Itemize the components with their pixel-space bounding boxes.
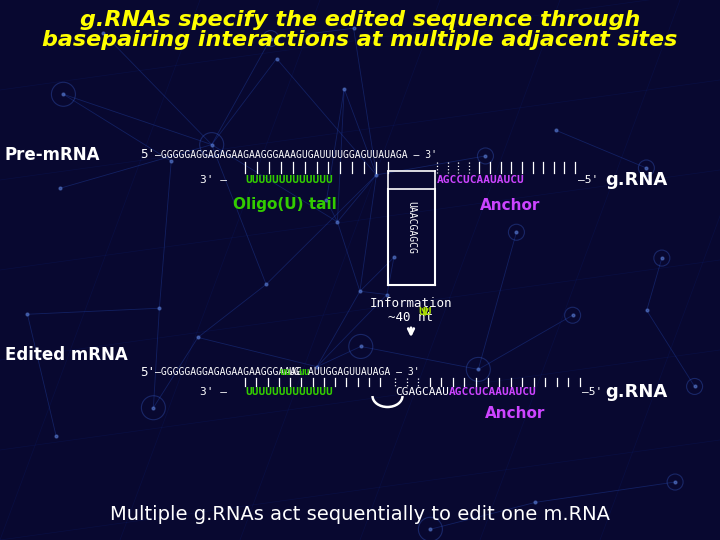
Text: Pre-mRNA: Pre-mRNA — [5, 146, 101, 164]
Text: –5': –5' — [578, 175, 598, 185]
Text: AGCCUCAAUAUCU: AGCCUCAAUAUCU — [437, 175, 525, 185]
Text: Anchor: Anchor — [480, 198, 540, 213]
Text: 3' –: 3' – — [200, 175, 227, 185]
Text: 5': 5' — [140, 148, 155, 161]
Text: Information: Information — [370, 297, 452, 310]
Text: Anchor: Anchor — [485, 407, 545, 422]
Text: UAACGAGCG: UAACGAGCG — [407, 200, 416, 253]
Text: uu: uu — [299, 367, 310, 377]
Text: AGCCUCAAUAUCU: AGCCUCAAUAUCU — [449, 387, 536, 397]
Text: uu: uu — [279, 367, 290, 377]
Text: –GGGGGAGGAGAGAAGAAGGGAAAGUGAUUUUGGAGUUAUAGA – 3': –GGGGGAGGAGAGAAGAAGGGAAAGUGAUUUUGGAGUUAU… — [155, 150, 437, 160]
Text: ~40 nt: ~40 nt — [389, 311, 433, 324]
Text: 3' –: 3' – — [200, 387, 227, 397]
Text: Edited mRNA: Edited mRNA — [5, 346, 127, 364]
Text: AUUGGAGUUAUAGA – 3': AUUGGAGUUAUAGA – 3' — [308, 367, 420, 377]
Text: Oligo(U) tail: Oligo(U) tail — [233, 198, 337, 213]
Text: UU: UU — [418, 307, 432, 317]
Text: g.RNA: g.RNA — [605, 383, 667, 401]
Text: 5': 5' — [140, 366, 155, 379]
Text: basepairing interactions at multiple adjacent sites: basepairing interactions at multiple adj… — [42, 30, 678, 50]
Text: UUUUUUUUUUUUU: UUUUUUUUUUUUU — [245, 387, 333, 397]
Text: UG: UG — [289, 367, 300, 377]
Text: –GGGGGAGGAGAGAAGAAGGGAAAG: –GGGGGAGGAGAGAAGAAGGGAAAG — [155, 367, 302, 377]
Text: CGAGCAAU: CGAGCAAU — [395, 387, 449, 397]
Text: Multiple g.RNAs act sequentially to edit one m.RNA: Multiple g.RNAs act sequentially to edit… — [110, 505, 610, 524]
Text: g.RNAs specify the edited sequence through: g.RNAs specify the edited sequence throu… — [80, 10, 640, 30]
Text: UUUUUUUUUUUUU: UUUUUUUUUUUUU — [245, 175, 333, 185]
Text: g.RNA: g.RNA — [605, 171, 667, 189]
Text: –5': –5' — [582, 387, 602, 397]
